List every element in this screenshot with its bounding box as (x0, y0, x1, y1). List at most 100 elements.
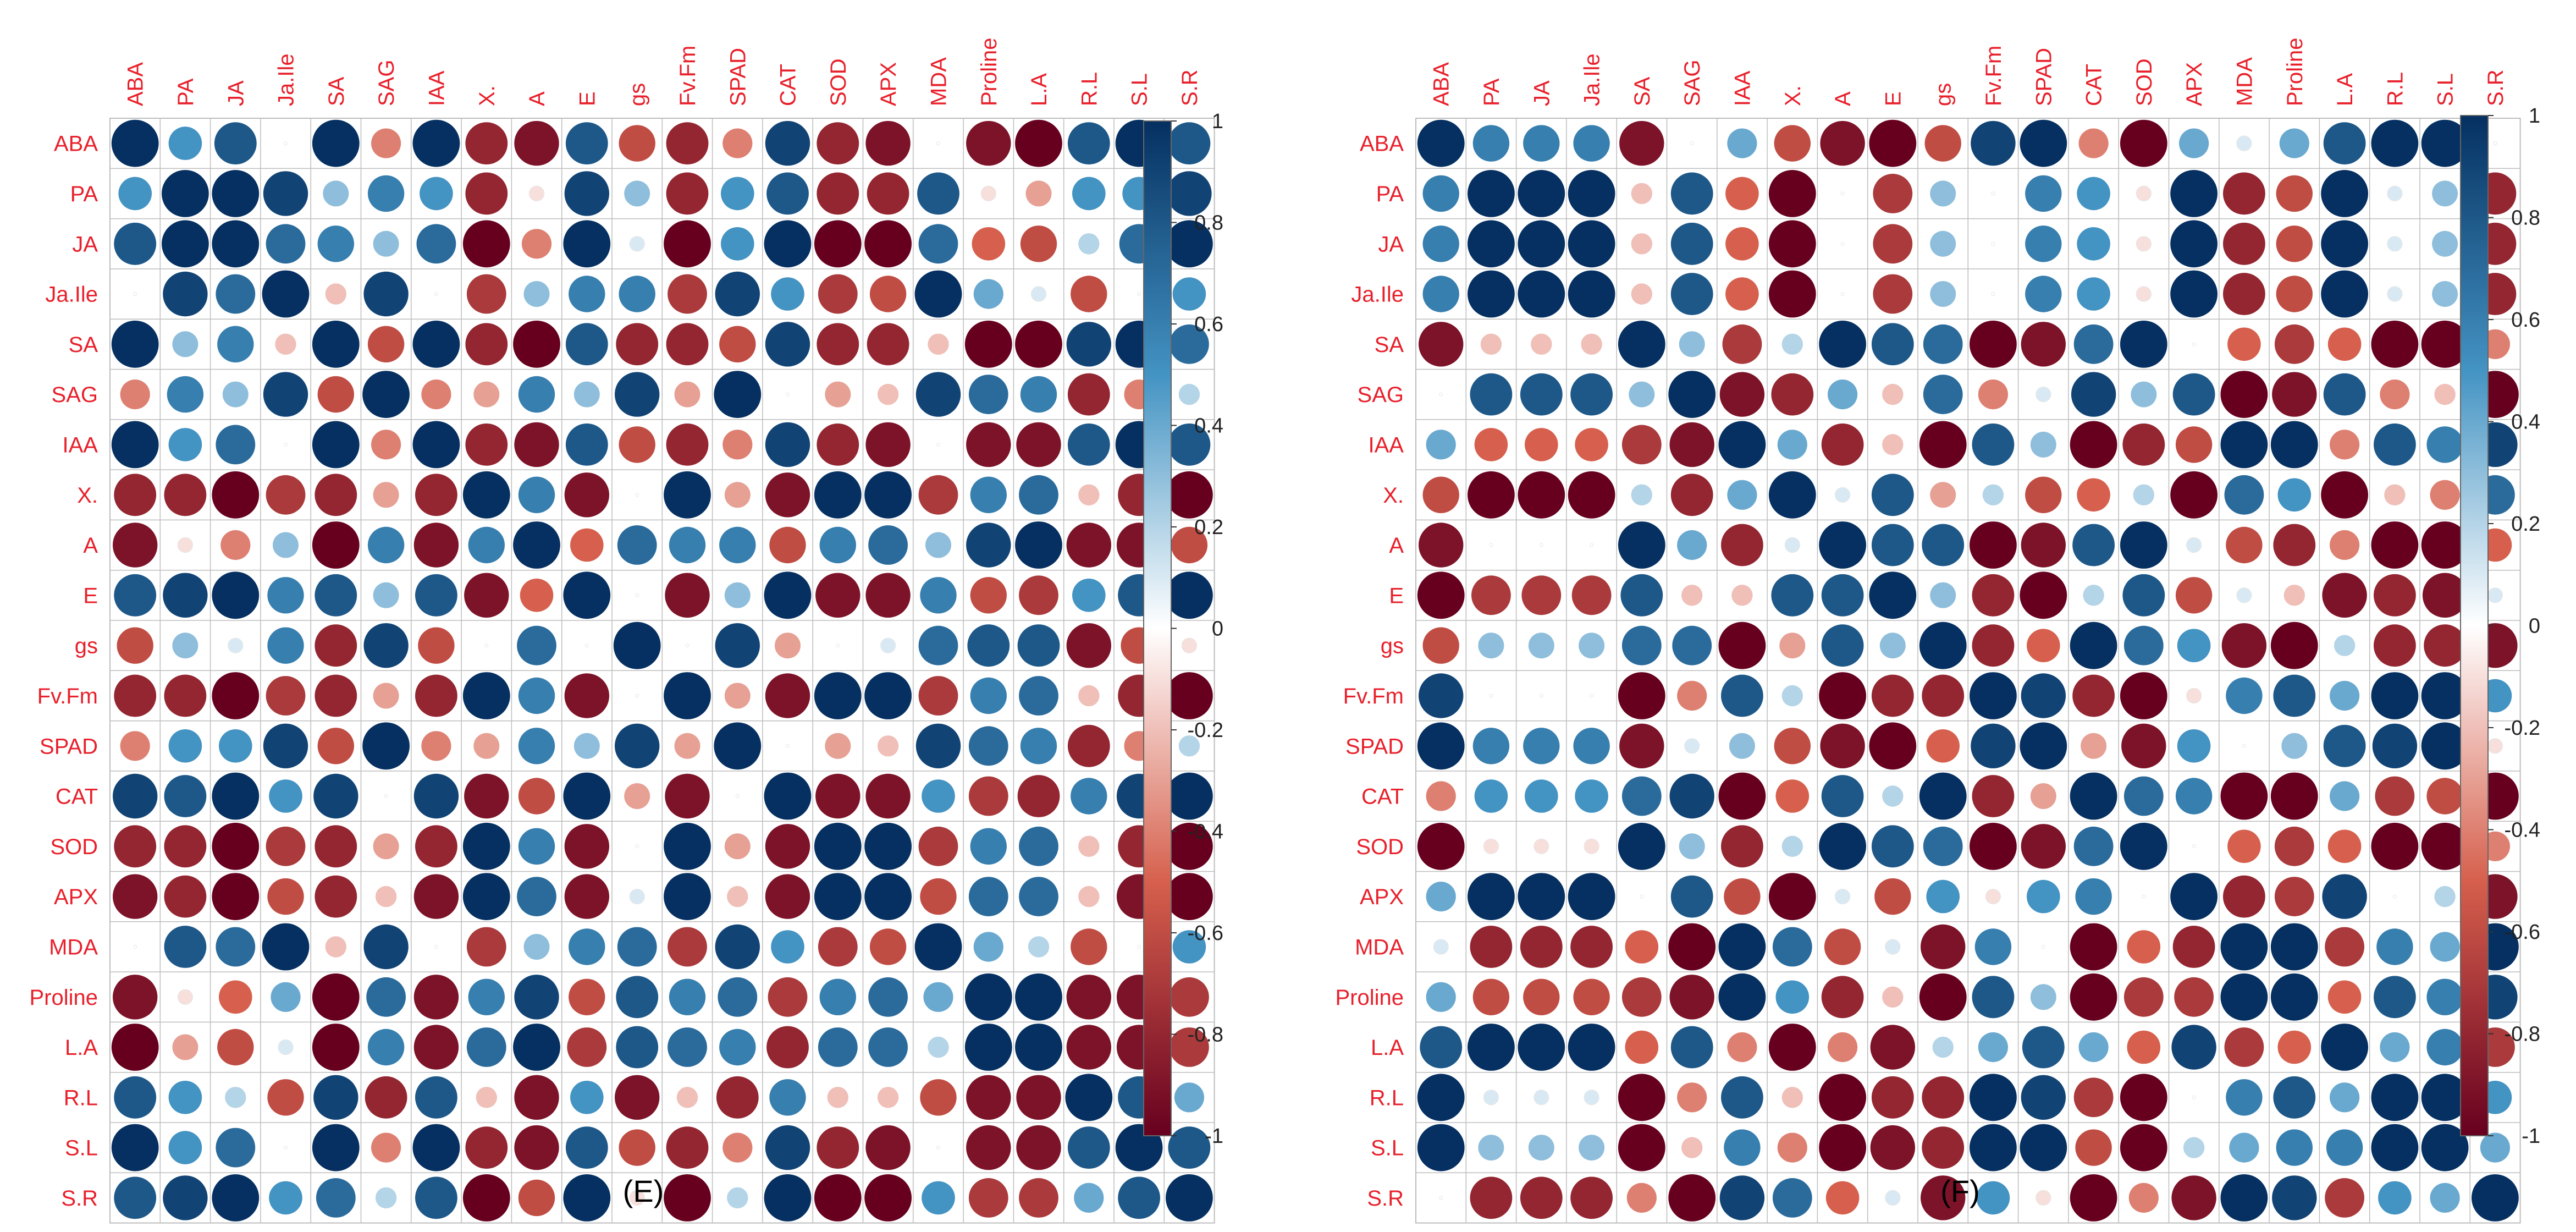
corr-circle (2120, 521, 2167, 569)
corr-circle (1590, 543, 1594, 547)
corr-circle (114, 674, 157, 717)
corr-circle (814, 672, 862, 719)
corr-circle (2223, 172, 2265, 215)
corr-circle (2072, 674, 2115, 717)
corr-circle (666, 424, 709, 466)
corr-circle (584, 644, 589, 648)
corr-circle (1821, 976, 1864, 1019)
corr-circle (2220, 772, 2268, 820)
corr-circle (722, 128, 753, 158)
colorbar (2460, 115, 2489, 1136)
corr-circle (1670, 222, 1713, 265)
corr-circle (1629, 381, 1655, 408)
corr-circle (666, 122, 709, 164)
colorbar-tick-label: 0 (1212, 618, 1223, 641)
corr-circle (1168, 424, 1211, 466)
corr-circle (2330, 430, 2360, 460)
corr-circle (413, 975, 459, 1020)
corr-circle (1768, 170, 1816, 217)
corr-circle (222, 381, 249, 408)
corr-circle (1468, 873, 1515, 920)
corr-circle (412, 320, 460, 368)
colorbar-tick-label: -0.8 (2505, 1023, 2540, 1046)
corr-circle (1819, 1124, 1867, 1172)
corr-circle (669, 526, 706, 564)
corr-circle (412, 119, 460, 167)
corr-circle (1417, 1074, 1465, 1121)
corr-circle (2070, 421, 2117, 469)
corr-circle (819, 978, 857, 1016)
corr-circle (1669, 773, 1714, 819)
corr-circle (970, 577, 1007, 614)
corr-circle (915, 372, 961, 417)
corr-circle (2083, 585, 2104, 606)
corr-circle (819, 526, 857, 564)
corr-circle (2270, 923, 2318, 971)
corr-circle (1468, 170, 1515, 217)
corr-circle (1729, 733, 1755, 759)
colorbar-tick-label: -0.6 (1188, 922, 1223, 945)
corr-circle (366, 977, 406, 1017)
corr-circle (2371, 822, 2419, 870)
corr-circle (2434, 886, 2456, 908)
corr-circle (1991, 292, 1995, 296)
corr-circle (864, 471, 912, 519)
corr-circle (2170, 220, 2218, 268)
corr-circle (2321, 1024, 2368, 1071)
corr-circle (2487, 587, 2503, 603)
row-label-ja: JA (72, 232, 98, 256)
corr-circle (1066, 975, 1112, 1020)
corr-circle (966, 422, 1011, 468)
corr-circle (473, 381, 500, 408)
corr-circle (918, 676, 958, 716)
corr-circle (1974, 928, 2012, 965)
corr-circle (1869, 119, 1917, 167)
corr-circle (920, 1079, 957, 1116)
corr-circle (1078, 886, 1100, 908)
corr-circle (514, 120, 559, 166)
corr-circle (2326, 1129, 2363, 1166)
corr-circle (2277, 478, 2312, 512)
corr-circle (1468, 220, 1515, 268)
corr-circle (2072, 524, 2115, 566)
corr-circle (312, 421, 360, 469)
col-label-aba: ABA (124, 62, 148, 106)
corr-circle (1924, 125, 1961, 162)
corr-circle (967, 624, 1010, 667)
corr-circle (2120, 320, 2167, 368)
row-label-sag: SAG (1358, 383, 1404, 407)
corr-circle (1422, 476, 1459, 513)
corr-circle (1020, 226, 1057, 262)
corr-circle (1468, 1024, 1515, 1071)
corr-circle (619, 1129, 655, 1166)
corr-circle (1721, 1076, 1763, 1119)
corr-circle (2421, 521, 2469, 569)
colorbar-tick-label: 1 (2529, 105, 2540, 128)
corr-circle (2070, 973, 2117, 1021)
corr-circle (724, 683, 751, 709)
corr-circle (1985, 889, 2001, 905)
corr-circle (465, 1126, 508, 1169)
corr-circle (1017, 624, 1060, 667)
corr-circle (113, 975, 158, 1020)
corr-circle (2121, 723, 2166, 769)
corr-circle (936, 1146, 940, 1150)
corr-circle (966, 1075, 1011, 1120)
corr-circle (727, 886, 748, 908)
corr-circle (1118, 1176, 1160, 1219)
corr-circle (2220, 923, 2268, 971)
corr-circle (1922, 674, 1965, 717)
corr-circle (815, 773, 860, 819)
corr-circle (2493, 141, 2497, 146)
corr-circle (1573, 728, 1610, 765)
corr-circle (1781, 1087, 1803, 1108)
corr-circle (2120, 1074, 2167, 1121)
corr-circle (2274, 877, 2314, 916)
corr-circle (111, 1124, 159, 1172)
corr-circle (1631, 233, 1652, 255)
corr-circle (918, 625, 958, 666)
corr-circle (615, 723, 660, 769)
corr-circle (514, 1075, 559, 1120)
corr-circle (1573, 978, 1610, 1016)
corr-circle (2020, 1124, 2067, 1172)
